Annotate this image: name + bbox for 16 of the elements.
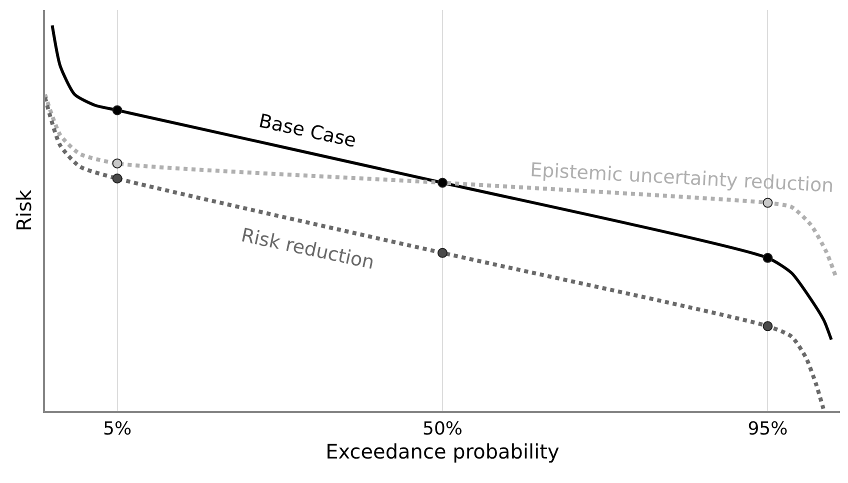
point bbox=[762, 252, 773, 263]
point bbox=[762, 321, 773, 332]
text: Base Case bbox=[256, 110, 358, 152]
point bbox=[112, 105, 122, 116]
x-tick-label: 50% bbox=[422, 418, 463, 440]
point bbox=[438, 178, 448, 188]
x-tick-label: 5% bbox=[102, 418, 132, 440]
point bbox=[112, 158, 122, 168]
point bbox=[112, 174, 122, 184]
series-label: Epistemic uncertainty reduction bbox=[530, 159, 834, 197]
y-axis-title: Risk bbox=[12, 189, 36, 232]
point bbox=[438, 248, 448, 258]
text: Risk reduction bbox=[239, 224, 376, 274]
x-tick-label: 95% bbox=[748, 418, 788, 440]
point bbox=[762, 198, 773, 208]
x-axis-title: Exceedance probability bbox=[326, 440, 560, 464]
